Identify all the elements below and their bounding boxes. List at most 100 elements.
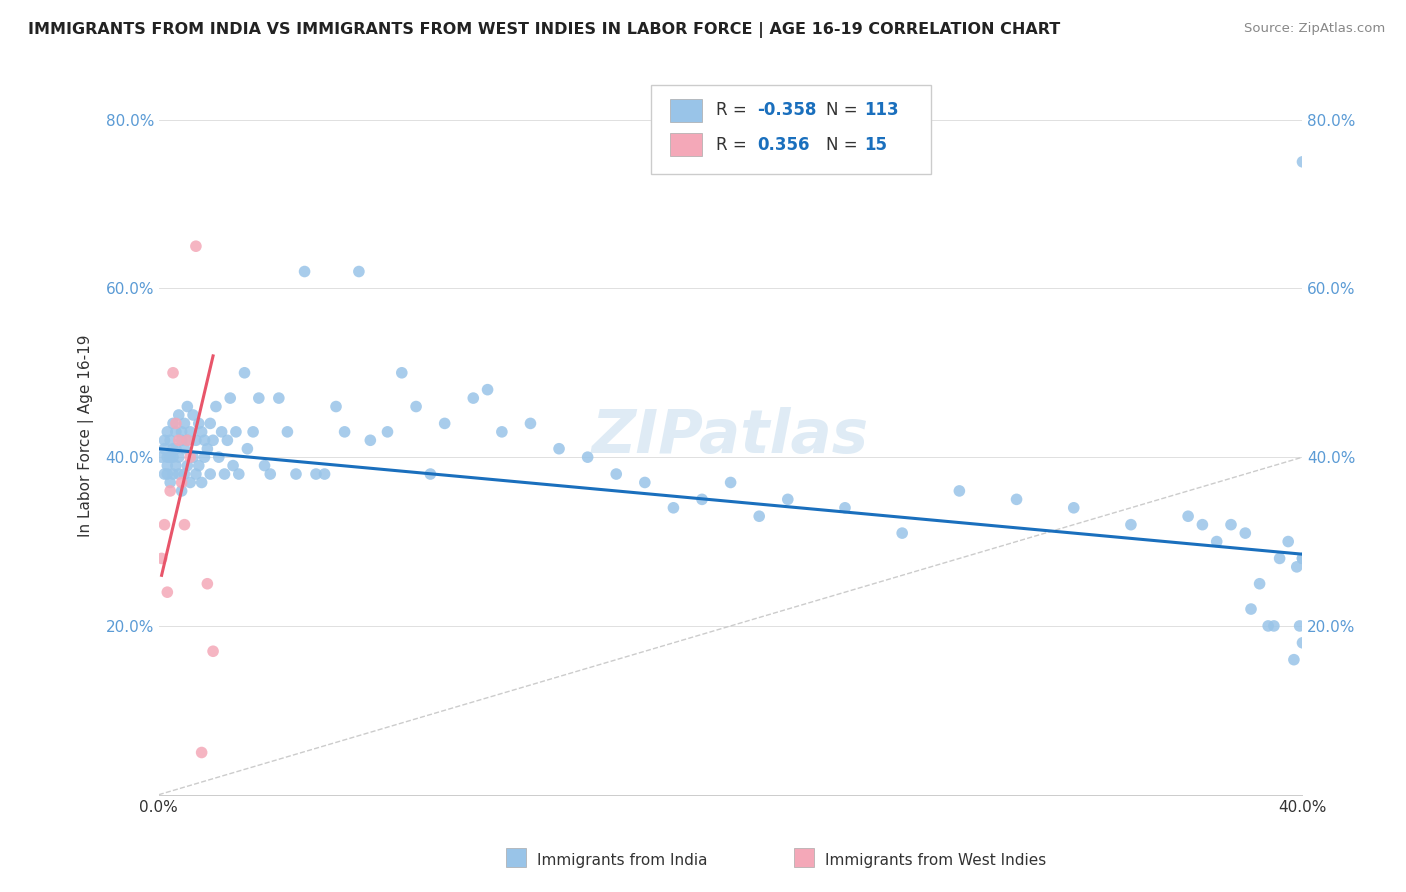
Point	[165, 458, 187, 473]
Text: N =: N =	[825, 136, 868, 153]
Point	[170, 425, 193, 439]
Point	[1234, 526, 1257, 541]
Text: -0.358: -0.358	[756, 102, 817, 120]
Point	[1291, 154, 1313, 169]
Point	[162, 442, 184, 456]
Text: Source: ZipAtlas.com: Source: ZipAtlas.com	[1244, 22, 1385, 36]
Point	[195, 442, 218, 456]
Point	[217, 434, 239, 448]
Point	[1005, 492, 1028, 507]
Point	[162, 366, 184, 380]
Point	[314, 467, 336, 481]
Point	[156, 467, 179, 481]
Point	[247, 391, 270, 405]
Point	[1177, 509, 1199, 524]
Point	[219, 391, 242, 405]
Point	[377, 425, 399, 439]
Point	[170, 483, 193, 498]
Point	[225, 425, 247, 439]
Point	[176, 434, 198, 448]
Point	[202, 434, 225, 448]
Point	[491, 425, 513, 439]
Point	[153, 434, 176, 448]
Point	[285, 467, 308, 481]
Text: ZIPatlas: ZIPatlas	[592, 407, 869, 466]
Point	[176, 400, 198, 414]
Point	[190, 475, 212, 490]
Point	[200, 467, 222, 481]
Point	[236, 442, 259, 456]
Bar	[671, 99, 702, 122]
Point	[228, 467, 250, 481]
Point	[150, 450, 173, 465]
FancyBboxPatch shape	[651, 85, 931, 174]
Text: IMMIGRANTS FROM INDIA VS IMMIGRANTS FROM WEST INDIES IN LABOR FORCE | AGE 16-19 : IMMIGRANTS FROM INDIA VS IMMIGRANTS FROM…	[28, 22, 1060, 38]
Point	[187, 417, 209, 431]
Point	[1291, 636, 1313, 650]
Point	[1291, 551, 1313, 566]
Point	[1285, 559, 1308, 574]
Point	[359, 434, 381, 448]
Point	[305, 467, 328, 481]
Point	[162, 467, 184, 481]
Point	[891, 526, 914, 541]
Point	[222, 458, 245, 473]
Point	[211, 425, 233, 439]
Point	[1277, 534, 1299, 549]
Point	[1282, 653, 1305, 667]
Point	[1240, 602, 1263, 616]
Text: 0.356: 0.356	[756, 136, 810, 153]
Point	[333, 425, 356, 439]
Point	[259, 467, 281, 481]
Point	[347, 264, 370, 278]
Point	[170, 475, 193, 490]
Point	[776, 492, 799, 507]
Text: 113: 113	[865, 102, 898, 120]
Point	[325, 400, 347, 414]
Point	[179, 425, 201, 439]
Point	[1063, 500, 1085, 515]
Point	[156, 450, 179, 465]
Point	[519, 417, 541, 431]
Point	[193, 434, 215, 448]
Point	[187, 458, 209, 473]
Point	[195, 576, 218, 591]
Point	[205, 400, 228, 414]
Point	[181, 408, 204, 422]
Point	[748, 509, 770, 524]
Point	[419, 467, 441, 481]
Point	[165, 417, 187, 431]
Point	[173, 467, 195, 481]
Point	[150, 551, 173, 566]
Point	[176, 458, 198, 473]
Point	[156, 425, 179, 439]
Point	[173, 417, 195, 431]
Point	[162, 450, 184, 465]
Point	[208, 450, 231, 465]
Point	[276, 425, 298, 439]
Text: Immigrants from India: Immigrants from India	[537, 854, 707, 868]
Point	[159, 434, 181, 448]
Point	[576, 450, 599, 465]
Point	[165, 442, 187, 456]
Point	[153, 517, 176, 532]
Text: Immigrants from West Indies: Immigrants from West Indies	[825, 854, 1046, 868]
Point	[167, 450, 190, 465]
Point	[165, 425, 187, 439]
Point	[605, 467, 627, 481]
Point	[173, 517, 195, 532]
Point	[233, 366, 256, 380]
Point	[179, 475, 201, 490]
Point	[170, 434, 193, 448]
Point	[1268, 551, 1291, 566]
Point	[153, 467, 176, 481]
Point	[184, 434, 207, 448]
Point	[433, 417, 456, 431]
Point	[167, 467, 190, 481]
Point	[176, 434, 198, 448]
Point	[200, 417, 222, 431]
Point	[159, 450, 181, 465]
Point	[173, 442, 195, 456]
Point	[242, 425, 264, 439]
Bar	[671, 134, 702, 156]
